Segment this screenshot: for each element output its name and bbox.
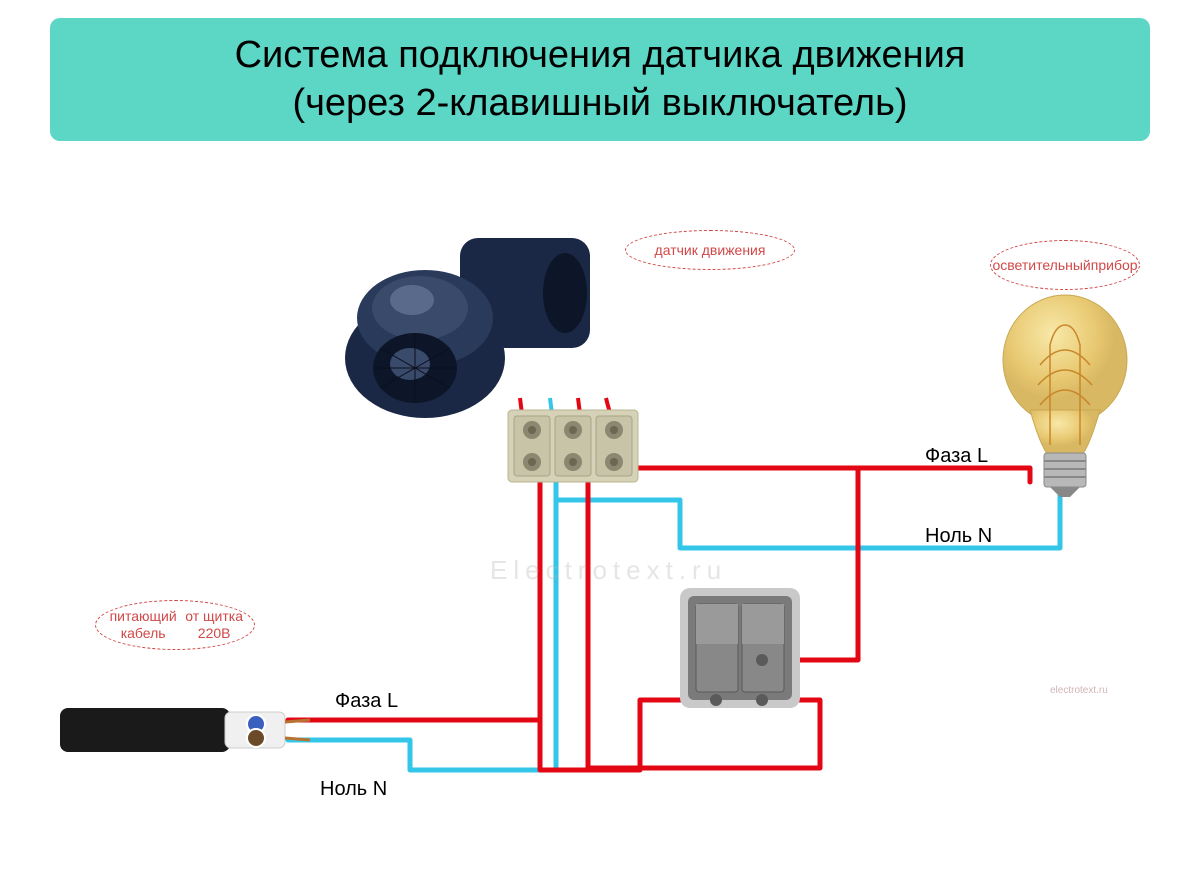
neutral-label-bottom: Ноль N [320, 778, 387, 801]
wiring-diagram [0, 0, 1200, 879]
cable-label-l2: от щитка 220В [182, 608, 246, 642]
phase-main-wire [288, 482, 540, 720]
power-cable [60, 708, 310, 752]
lamp-label-bubble: осветительный прибор [990, 240, 1140, 290]
two-gang-switch [680, 588, 800, 708]
sensor-label: датчик движения [655, 242, 766, 259]
cable-label-bubble: питающий кабель от щитка 220В [95, 600, 255, 650]
lamp-label-l1: осветительный [992, 257, 1090, 274]
phase-label-bottom: Фаза L [335, 690, 398, 713]
phase-lamp-top [636, 440, 858, 468]
terminal-block [508, 410, 638, 482]
wires [288, 440, 1060, 770]
cable-label-l1: питающий кабель [104, 608, 182, 642]
watermark-small: electrotext.ru [1050, 685, 1108, 696]
sensor-label-bubble: датчик движения [625, 230, 795, 270]
phase-label-top: Фаза L [925, 445, 988, 468]
watermark: Electrotext.ru [490, 555, 727, 586]
phase-switch-feed [540, 700, 716, 770]
lamp-label-l2: прибор [1091, 257, 1138, 274]
neutral-main-wire [288, 482, 556, 770]
motion-sensor [345, 238, 620, 438]
neutral-label-top: Ноль N [925, 525, 992, 548]
phase-switch-out2 [762, 468, 1030, 660]
